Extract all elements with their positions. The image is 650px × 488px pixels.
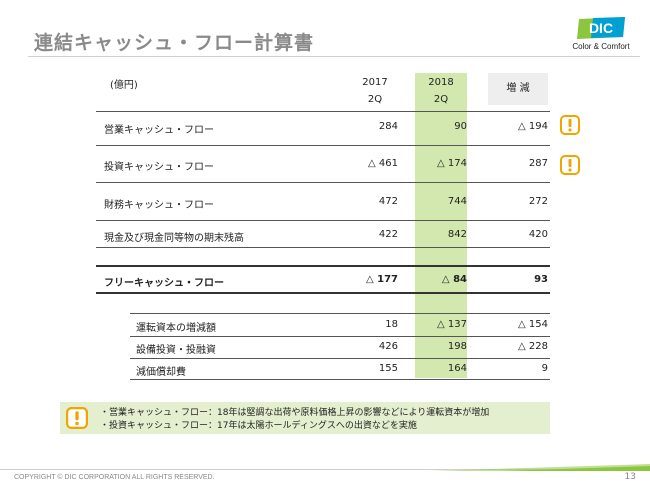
- fcf-bottom-rule: [96, 292, 550, 294]
- notes-box: [60, 402, 550, 434]
- row-capex-2018: 198: [447, 341, 467, 352]
- row-free-cf-change: 93: [534, 274, 548, 285]
- logo-tagline: Color & Comfort: [572, 42, 630, 51]
- header-2017-quarter: 2Q: [367, 94, 383, 105]
- row-label-capex: 設備投資・投融資: [136, 345, 216, 356]
- header-divider: [96, 111, 550, 112]
- note-investing-cf: ・投資キャッシュ・フロー：17年は太陽ホールディングスへの出資などを実施: [100, 421, 417, 431]
- row-cash-balance-2017: 422: [378, 229, 398, 240]
- header-2018-quarter: 2Q: [433, 94, 449, 105]
- warning-icon: [560, 115, 580, 135]
- fcf-top-rule: [96, 265, 550, 267]
- row-working-capital-2018: △ 137: [437, 319, 467, 330]
- page-number: 13: [624, 472, 636, 482]
- footer-stripe: [0, 464, 650, 471]
- header-2017: 2017 2Q: [350, 74, 400, 108]
- row-free-cf-2017: △ 177: [365, 274, 398, 285]
- row-divider: [130, 358, 550, 359]
- row-cash-balance-change: 420: [528, 229, 548, 240]
- row-financing-cf-change: 272: [528, 196, 548, 207]
- row-label-working-capital: 運転資本の増減額: [136, 323, 216, 334]
- title-divider: [28, 56, 640, 57]
- header-2018: 2018 2Q: [415, 74, 467, 108]
- header-2017-year: 2017: [362, 77, 388, 88]
- row-financing-cf-2017: 472: [378, 196, 398, 207]
- row-divider: [130, 336, 550, 337]
- copyright-text: COPYRIGHT © DIC CORPORATION ALL RIGHTS R…: [14, 474, 215, 481]
- row-label-investing-cf: 投資キャッシュ・フロー: [104, 162, 214, 173]
- row-financing-cf-2018: 744: [447, 196, 467, 207]
- row-investing-cf-2018: △ 174: [437, 158, 467, 169]
- row-depreciation-2018: 164: [447, 363, 467, 374]
- row-investing-cf-2017: △ 461: [368, 158, 398, 169]
- row-label-operating-cf: 営業キャッシュ・フロー: [104, 125, 214, 136]
- highlight-column-2018: [415, 73, 467, 378]
- row-divider: [96, 145, 550, 146]
- row-working-capital-change: △ 154: [518, 319, 548, 330]
- note-operating-cf: ・営業キャッシュ・フロー：18年は堅調な出荷や原料価格上昇の影響などにより運転資…: [100, 408, 490, 418]
- row-label-financing-cf: 財務キャッシュ・フロー: [104, 200, 214, 211]
- row-cash-balance-2018: 842: [447, 229, 467, 240]
- row-label-depreciation: 減価償却費: [136, 367, 186, 378]
- change-header-box: [488, 73, 548, 105]
- row-divider: [96, 182, 550, 183]
- row-operating-cf-change: △ 194: [518, 121, 548, 132]
- row-capex-change: △ 228: [518, 341, 548, 352]
- row-operating-cf-2017: 284: [378, 121, 398, 132]
- header-2018-year: 2018: [428, 77, 454, 88]
- row-capex-2017: 426: [378, 341, 398, 352]
- row-working-capital-2017: 18: [385, 319, 398, 330]
- row-investing-cf-change: 287: [528, 158, 548, 169]
- svg-text:DIC: DIC: [589, 20, 613, 36]
- page-title: 連結キャッシュ・フロー計算書: [34, 32, 315, 54]
- row-free-cf-2018: △ 84: [441, 274, 467, 285]
- row-divider: [96, 220, 550, 221]
- row-label-cash-balance: 現金及び現金同等物の期末残高: [104, 233, 244, 244]
- row-depreciation-2017: 155: [378, 363, 398, 374]
- row-operating-cf-2018: 90: [454, 121, 467, 132]
- warning-icon: [66, 407, 88, 429]
- sub-table-top-rule: [130, 313, 550, 314]
- header-change: 増 減: [506, 83, 530, 94]
- row-divider: [96, 247, 550, 248]
- warning-icon: [560, 155, 580, 175]
- unit-label: (億円): [110, 80, 138, 91]
- dic-logo-mark: DIC: [577, 17, 625, 39]
- dic-logo: DIC Color & Comfort: [566, 17, 636, 59]
- sub-table-bottom-rule: [130, 379, 550, 380]
- row-depreciation-change: 9: [541, 363, 548, 374]
- row-label-free-cf: フリーキャッシュ・フロー: [104, 278, 224, 289]
